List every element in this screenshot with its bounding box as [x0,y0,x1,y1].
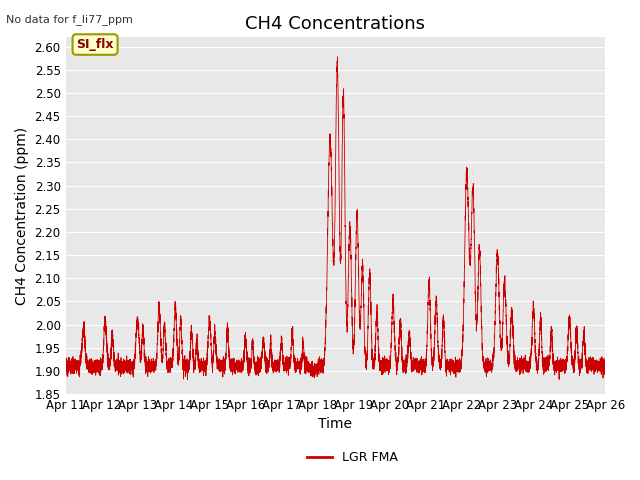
X-axis label: Time: Time [319,418,353,432]
Y-axis label: CH4 Concentration (ppm): CH4 Concentration (ppm) [15,127,29,305]
Title: CH4 Concentrations: CH4 Concentrations [246,15,426,33]
Legend: LGR FMA: LGR FMA [301,446,403,469]
Text: No data for f_li77_ppm: No data for f_li77_ppm [6,14,133,25]
Text: SI_flx: SI_flx [76,38,114,51]
